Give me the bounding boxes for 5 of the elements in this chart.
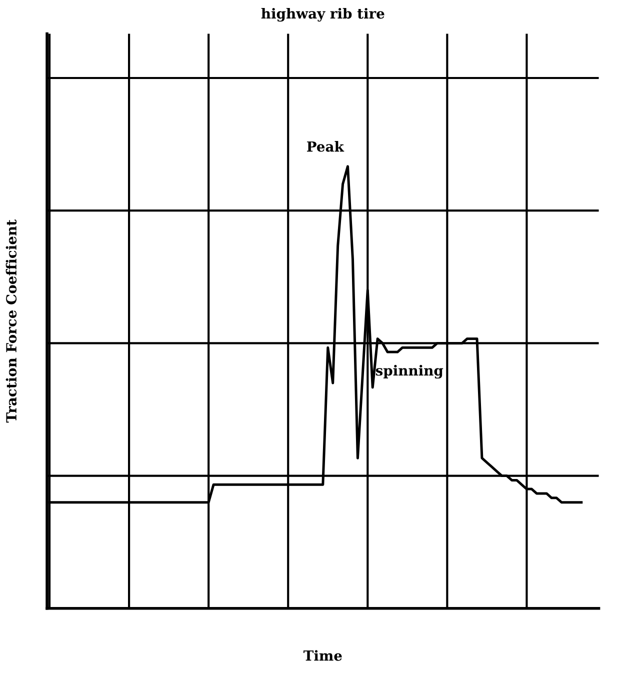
x-axis-title: Time <box>303 650 342 661</box>
text: Peak <box>307 141 344 152</box>
y-axis-title: Traction Force Coefficient <box>6 220 17 423</box>
annotation: spinning <box>376 364 444 379</box>
chart-title: highway rib tire <box>261 8 384 22</box>
